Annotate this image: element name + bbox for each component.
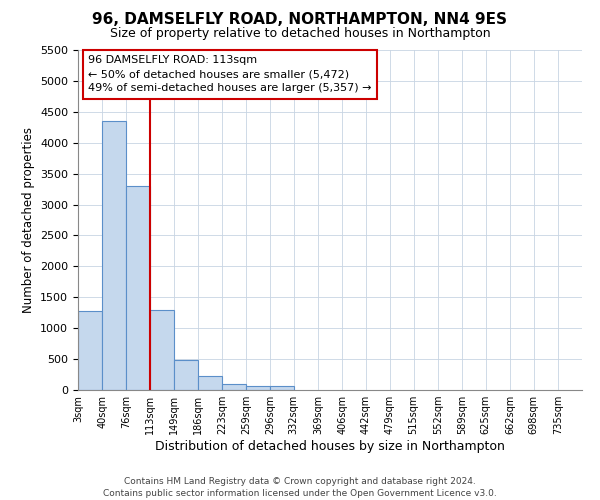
Bar (222, 384, 247, 390)
Bar (270, 386, 294, 390)
Bar (246, 386, 270, 390)
Bar (102, 121, 127, 390)
Bar (173, 360, 198, 390)
Bar (126, 186, 150, 390)
X-axis label: Distribution of detached houses by size in Northampton: Distribution of detached houses by size … (155, 440, 505, 453)
Bar (198, 376, 222, 390)
Text: 96 DAMSELFLY ROAD: 113sqm
← 50% of detached houses are smaller (5,472)
49% of se: 96 DAMSELFLY ROAD: 113sqm ← 50% of detac… (88, 55, 371, 93)
Text: Size of property relative to detached houses in Northampton: Size of property relative to detached ho… (110, 28, 490, 40)
Bar (78, 311, 102, 390)
Text: Contains HM Land Registry data © Crown copyright and database right 2024.
Contai: Contains HM Land Registry data © Crown c… (103, 476, 497, 498)
Text: 96, DAMSELFLY ROAD, NORTHAMPTON, NN4 9ES: 96, DAMSELFLY ROAD, NORTHAMPTON, NN4 9ES (92, 12, 508, 28)
Y-axis label: Number of detached properties: Number of detached properties (22, 127, 35, 313)
Bar (150, 310, 175, 390)
